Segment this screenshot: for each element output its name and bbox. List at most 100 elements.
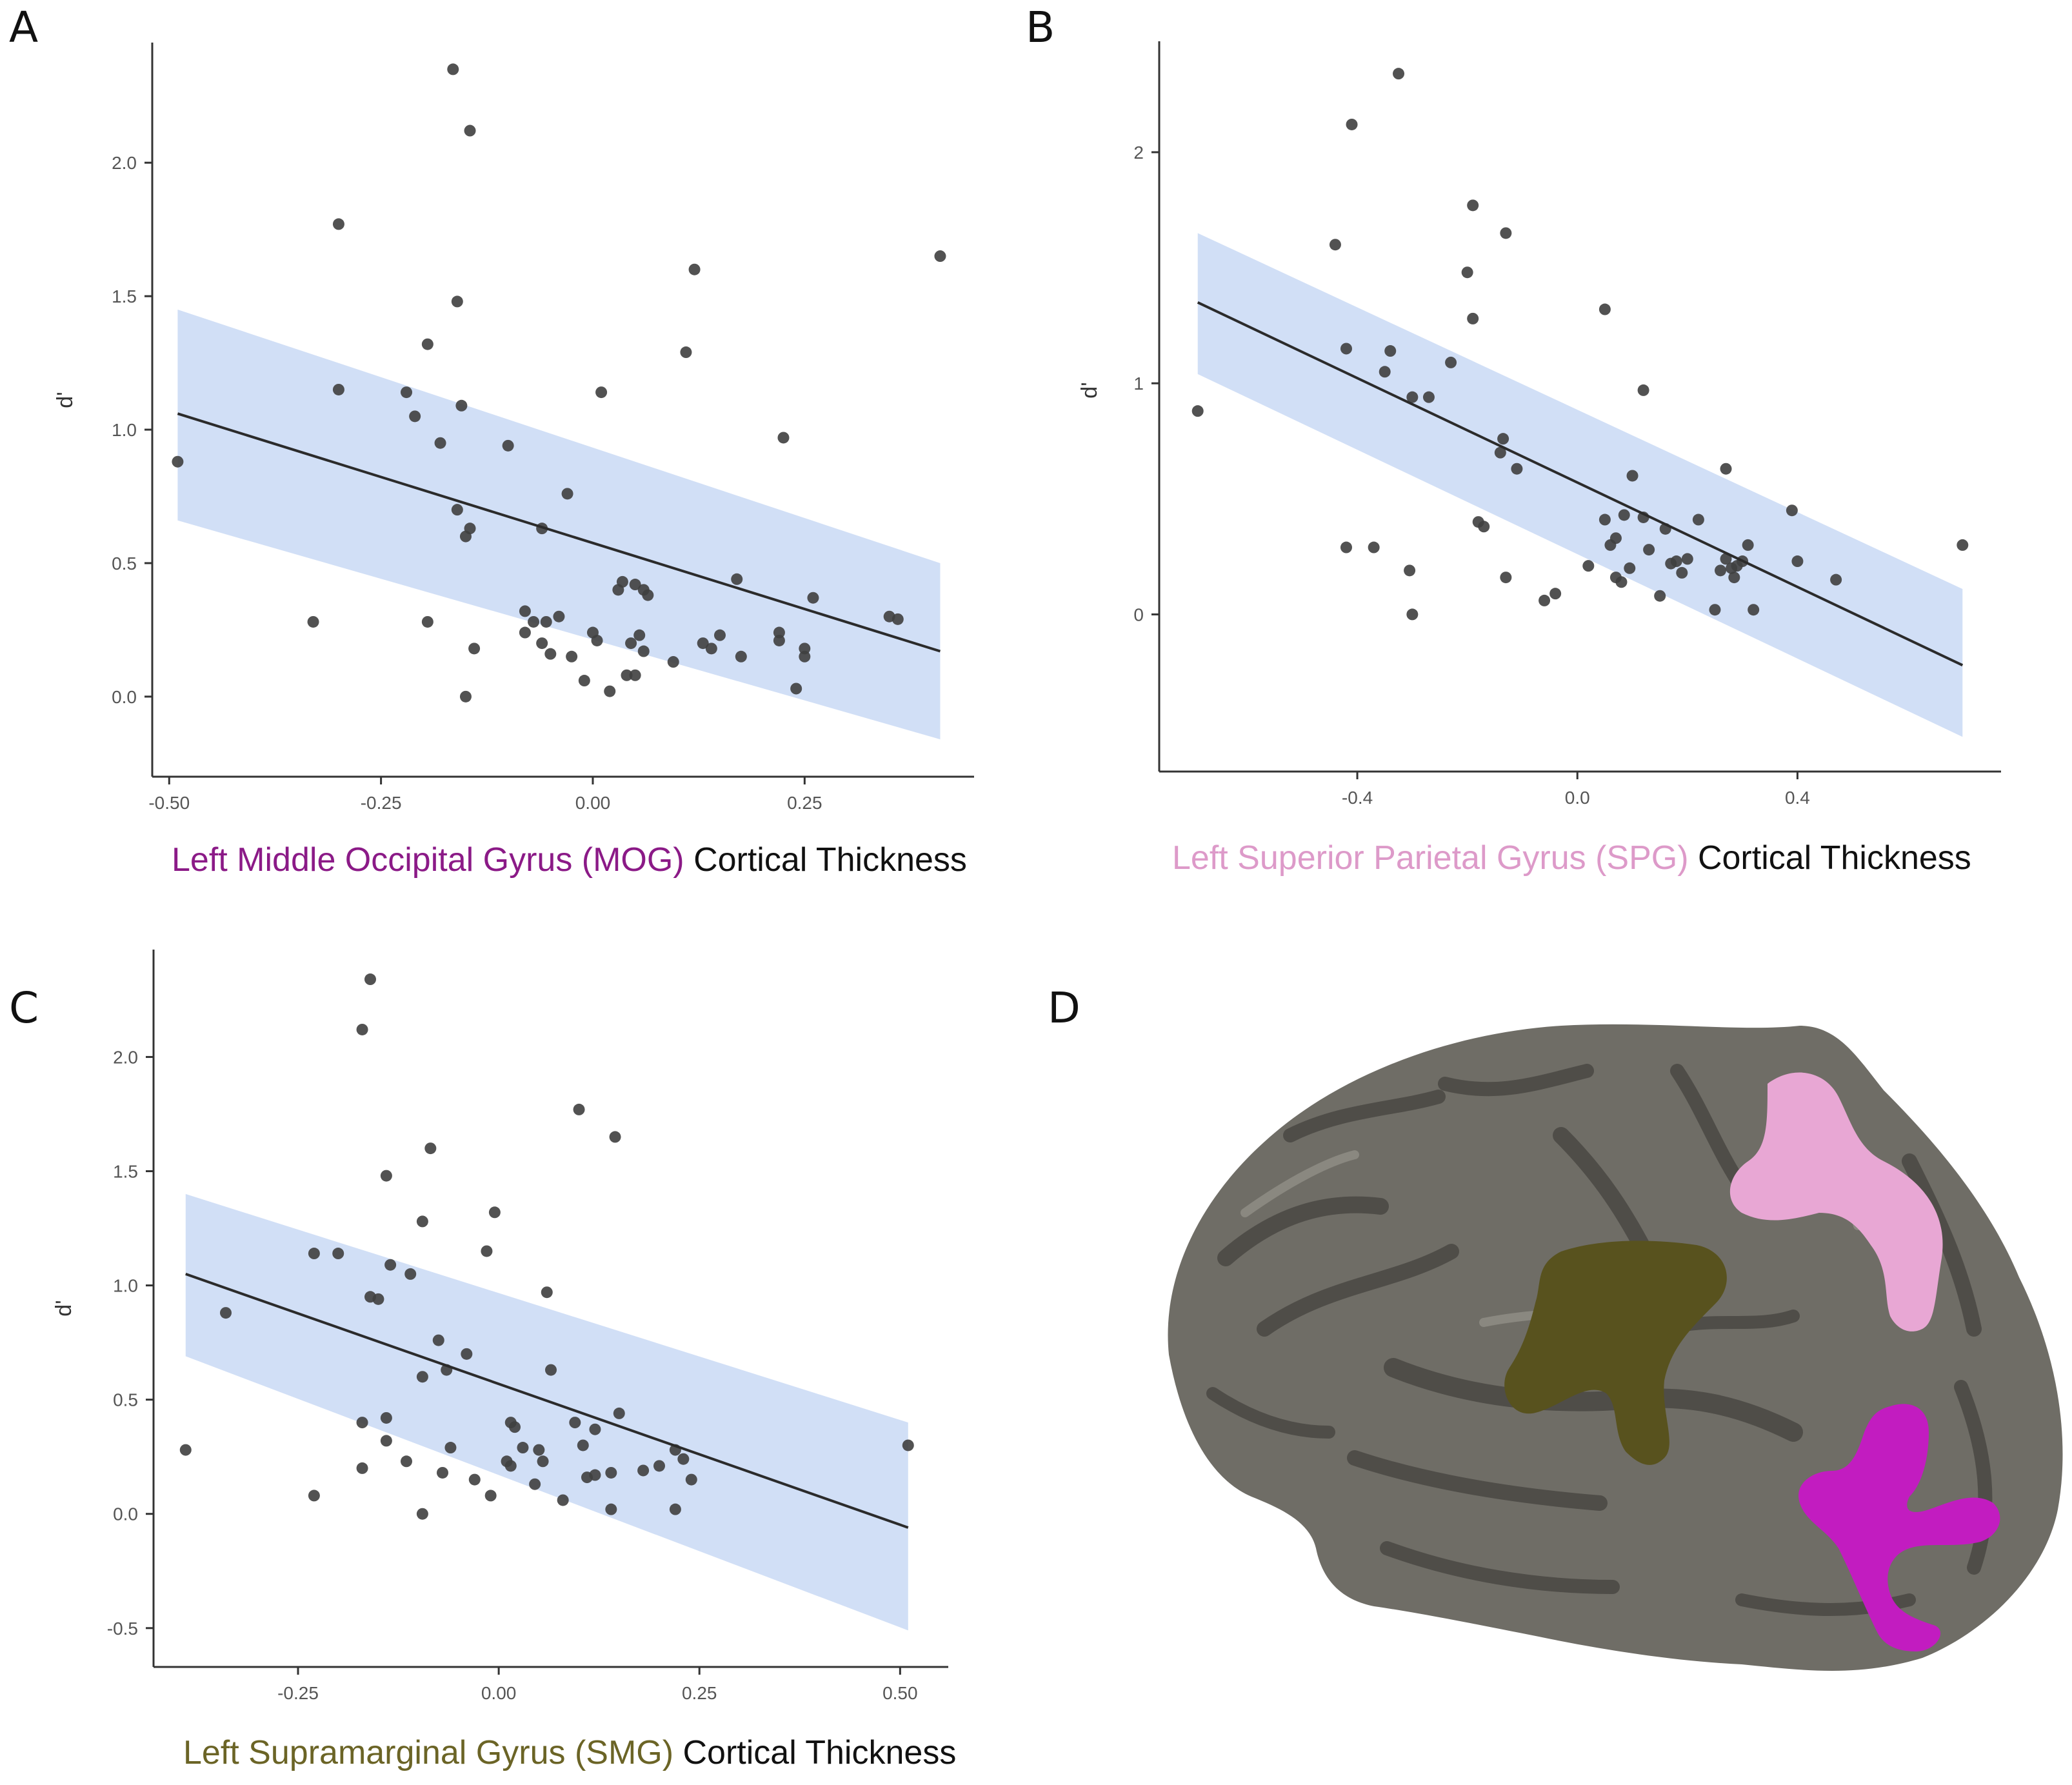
chart-a-point: [544, 648, 557, 660]
chart-b-point: [1609, 532, 1622, 544]
chart-b-point: [1191, 405, 1204, 417]
panel-letter-d: D: [1048, 983, 1081, 1033]
chart-c-ytick-label: 2.0: [113, 1047, 138, 1067]
chart-a-point: [519, 626, 531, 639]
chart-b-point: [1511, 463, 1523, 475]
chart-c-point: [569, 1417, 581, 1429]
chart-a-xtick-label: 0.00: [575, 793, 611, 813]
chart-a-point: [667, 656, 679, 668]
chart-c-point: [384, 1259, 397, 1271]
chart-a-point: [637, 645, 650, 657]
chart-c-point: [416, 1215, 428, 1228]
chart-c-point: [545, 1364, 557, 1376]
chart-c-point: [404, 1268, 417, 1280]
chart-c-ytick-label: -0.5: [107, 1619, 138, 1639]
chart-b-point: [1467, 199, 1479, 212]
chart-b-point: [1609, 572, 1622, 584]
chart-a-point: [892, 613, 904, 625]
chart-a-point: [421, 615, 433, 628]
chart-c-fit-line: [185, 1272, 909, 1529]
chart-c-point: [637, 1464, 650, 1477]
chart-a-point: [595, 386, 608, 399]
chart-a-point: [633, 629, 646, 641]
chart-a-point: [464, 523, 476, 535]
chart-a-point: [434, 437, 446, 449]
chart-c-point: [517, 1442, 529, 1454]
chart-c-point: [416, 1371, 428, 1383]
chart-a-point: [455, 399, 468, 412]
chart-a-point: [799, 643, 811, 655]
chart-b-point: [1445, 356, 1457, 368]
panel-letter-c: C: [9, 983, 39, 1033]
chart-a-point: [883, 610, 895, 623]
chart-c-point: [481, 1245, 493, 1257]
chart-b-point: [1406, 608, 1419, 621]
chart-a-ylabel: d': [53, 392, 77, 408]
chart-b-point: [1654, 590, 1666, 602]
chart-c-point: [573, 1103, 585, 1115]
chart-b-point: [1676, 566, 1688, 579]
chart-c-point: [529, 1478, 541, 1490]
chart-a-point: [629, 669, 641, 681]
chart-a-ytick-label: 0.0: [112, 687, 137, 707]
chart-c-point: [444, 1442, 457, 1454]
panel-letter-a: A: [9, 3, 39, 52]
chart-b-point: [1731, 560, 1743, 572]
chart-c-point: [509, 1421, 521, 1433]
chart-c-point: [332, 1248, 344, 1260]
chart-a-point: [697, 637, 709, 650]
chart-b-point: [1957, 539, 1969, 551]
chart-c-point: [461, 1348, 473, 1360]
chart-c-point: [356, 1023, 368, 1035]
chart-c-point: [501, 1455, 513, 1468]
chart-c-point: [364, 973, 376, 986]
chart-c-ytick-label: 1.5: [113, 1162, 138, 1182]
chart-c-point: [424, 1142, 437, 1155]
chart-b-ylabel: d': [1077, 382, 1102, 398]
chart-a-point: [713, 629, 726, 641]
chart-b-point: [1494, 446, 1506, 459]
chart-a-point: [773, 634, 785, 646]
chart-b-xtick-label: 0.4: [1785, 788, 1810, 808]
chart-c-ci-band: [185, 1193, 908, 1631]
chart-a-point: [637, 584, 650, 596]
chart-c-point: [669, 1444, 681, 1456]
chart-c-xtick-label: 0.00: [481, 1683, 517, 1703]
chart-a-point: [464, 125, 476, 137]
chart-c-point: [669, 1503, 681, 1515]
chart-b-point: [1742, 539, 1754, 551]
chart-c-point: [364, 1291, 376, 1303]
chart-c-point: [504, 1417, 517, 1429]
chart-b-point: [1681, 553, 1693, 565]
chart-c-point: [308, 1248, 320, 1260]
chart-a-point: [172, 455, 184, 468]
chart-a-point: [642, 589, 654, 601]
chart-c-point: [589, 1423, 601, 1435]
chart-c-point: [902, 1439, 914, 1451]
chart-a-point: [705, 643, 717, 655]
chart-c-ytick-label: 0.5: [113, 1390, 138, 1410]
chart-b-point: [1665, 557, 1677, 570]
chart-c-point: [441, 1364, 453, 1376]
chart-c-point: [437, 1466, 448, 1479]
chart-b-point: [1604, 539, 1617, 551]
chart-a-point: [735, 650, 747, 663]
chart-b-point: [1709, 604, 1721, 616]
chart-b-point: [1637, 384, 1649, 396]
chart-a-fit-line: [177, 412, 941, 653]
chart-a-point: [451, 504, 463, 516]
chart-b-fit-line: [1197, 301, 1964, 667]
chart-c-point: [468, 1473, 481, 1486]
xlabel-a: Left Middle Occipital Gyrus (MOG) Cortic…: [172, 841, 967, 879]
chart-b-ytick-label: 2: [1133, 143, 1144, 163]
chart-a-point: [934, 250, 946, 263]
chart-b-point: [1379, 366, 1391, 378]
chart-b-point: [1786, 504, 1798, 517]
chart-b-point: [1748, 604, 1760, 616]
chart-b-point: [1497, 433, 1509, 445]
chart-a-point: [307, 615, 319, 628]
chart-a-point: [468, 643, 481, 655]
chart-c-point: [356, 1417, 368, 1429]
chart-c-point: [484, 1490, 497, 1502]
